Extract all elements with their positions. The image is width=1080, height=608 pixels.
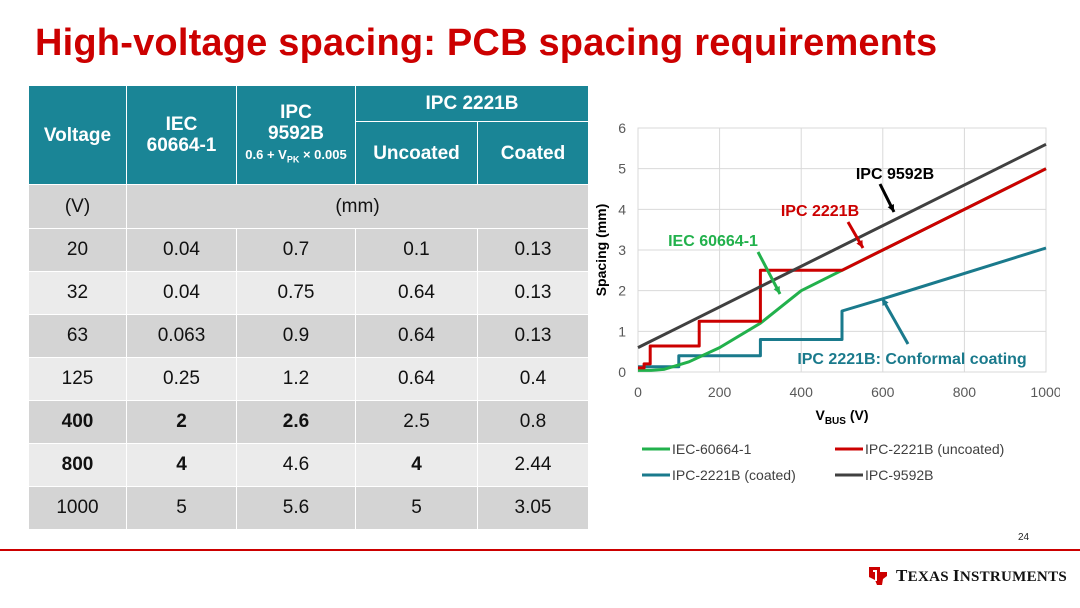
x-tick-label: 600 — [871, 384, 895, 400]
legend-label: IPC-2221B (coated) — [672, 467, 796, 483]
table-cell: 63 — [28, 314, 127, 358]
header-voltage: Voltage — [28, 85, 127, 185]
table-cell: 0.64 — [355, 357, 478, 401]
table-cell: 0.8 — [476, 400, 590, 444]
table-cell: 0.64 — [355, 314, 478, 358]
table-cell: 0.04 — [126, 271, 237, 315]
table-cell: 5.6 — [236, 486, 356, 530]
x-tick-label: 800 — [953, 384, 977, 400]
table-cell: 0.13 — [476, 228, 590, 272]
x-axis-title: VBUS (V) — [815, 407, 868, 427]
table-cell: 0.063 — [126, 314, 237, 358]
series-line-3 — [637, 142, 1047, 349]
table-row: 63 0.063 0.9 0.64 0.13 — [28, 314, 590, 358]
table-cell: 2 — [126, 400, 237, 444]
header-ipc9592: IPC 9592B 0.6 + VPK × 0.005 — [236, 85, 356, 185]
x-tick-label: 0 — [634, 384, 642, 400]
legend-label: IPC-9592B — [865, 467, 933, 483]
y-tick-label: 2 — [618, 283, 626, 299]
unit-mm: (mm) — [125, 184, 590, 229]
spacing-chart: 0 1 2 3 4 5 6 0 200 400 600 800 1000 Spacing (mm) VBUS… — [593, 120, 1060, 483]
table-cell: 32 — [28, 271, 127, 315]
x-tick-label: 400 — [790, 384, 814, 400]
x-tick-label: 1000 — [1030, 384, 1060, 400]
annotation-label: IPC 2221B: Conformal coating — [797, 351, 1026, 368]
ti-logo: TEXAS INSTRUMENTS — [866, 565, 1067, 587]
page-title: High-voltage spacing: PCB spacing requir… — [35, 22, 938, 64]
legend-label: IPC-2221B (uncoated) — [865, 441, 1004, 457]
table-cell: 400 — [28, 400, 127, 444]
annotation-label: IPC 9592B — [856, 166, 934, 183]
table-cell: 1.2 — [236, 357, 356, 401]
table-cell: 5 — [355, 486, 478, 530]
ti-logo-text: TEXAS INSTRUMENTS — [896, 566, 1068, 585]
table-cell: 2.5 — [355, 400, 478, 444]
table-cell: 2.44 — [476, 443, 590, 487]
ti-logo-icon — [869, 567, 887, 585]
y-tick-label: 4 — [618, 201, 626, 217]
header-ipc2221: IPC 2221B — [354, 85, 590, 122]
table-cell: 0.1 — [355, 228, 478, 272]
annotation-arrowhead — [856, 240, 863, 248]
spacing-table: Voltage IEC 60664-1 IPC 9592B 0.6 + VPK … — [28, 85, 590, 530]
table-row: 20 0.04 0.7 0.1 0.13 — [28, 228, 590, 272]
page-number: 24 — [1018, 532, 1030, 543]
annotation-arrow — [756, 251, 782, 295]
table-cell: 800 — [28, 443, 127, 487]
table-cell: 1000 — [28, 486, 127, 530]
annotation-arrowhead — [887, 204, 894, 212]
annotation-arrowhead — [882, 298, 889, 306]
table-cell: 0.13 — [476, 271, 590, 315]
table-cell: 2.6 — [236, 400, 356, 444]
table-cell: 0.9 — [236, 314, 356, 358]
table-cell: 4.6 — [236, 443, 356, 487]
table-cell: 20 — [28, 228, 127, 272]
series-line-1 — [638, 167, 1047, 370]
header-iec-label: IEC 60664-1 — [146, 114, 217, 156]
y-axis-title: Spacing (mm) — [593, 204, 609, 297]
header-uncoated: Uncoated — [355, 121, 478, 185]
table-cell: 0.04 — [126, 228, 237, 272]
y-tick-label: 6 — [618, 120, 626, 136]
series-line-2 — [638, 246, 1047, 369]
table-cell: 4 — [126, 443, 237, 487]
header-ipc9592-formula: 0.6 + VPK × 0.005 — [245, 147, 347, 165]
y-tick-label: 0 — [618, 364, 626, 380]
table-cell: 0.13 — [476, 314, 590, 358]
y-tick-label: 1 — [618, 323, 626, 339]
annotation-arrow — [880, 297, 910, 345]
y-tick-label: 5 — [618, 161, 626, 177]
table-cell: 0.75 — [236, 271, 356, 315]
y-tick-label: 3 — [618, 242, 626, 258]
annotation-arrowhead — [773, 286, 780, 294]
annotation-label: IEC 60664-1 — [668, 233, 758, 250]
header-iec: IEC 60664-1 — [126, 85, 237, 185]
header-coated: Coated — [476, 121, 590, 185]
table-cell: 0.4 — [476, 357, 590, 401]
table-cell: 4 — [355, 443, 478, 487]
table-cell: 125 — [28, 357, 127, 401]
x-tick-label: 200 — [708, 384, 732, 400]
footer-rule — [0, 549, 1080, 551]
table-row: 400 2 2.6 2.5 0.8 — [28, 400, 590, 444]
header-ipc9592-label: IPC 9592B — [268, 102, 324, 145]
table-row: 125 0.25 1.2 0.64 0.4 — [28, 357, 590, 401]
table-cell: 5 — [126, 486, 237, 530]
table-cell: 0.25 — [126, 357, 237, 401]
table-row: 800 4 4.6 4 2.44 — [28, 443, 590, 487]
table-cell: 0.64 — [355, 271, 478, 315]
table-cell: 0.7 — [236, 228, 356, 272]
annotation-label: IPC 2221B — [781, 203, 859, 220]
table-row: 32 0.04 0.75 0.64 0.13 — [28, 271, 590, 315]
table-cell: 3.05 — [476, 486, 590, 530]
table-row: 1000 5 5.6 5 3.05 — [28, 486, 590, 530]
legend-label: IEC-60664-1 — [672, 441, 752, 457]
unit-voltage: (V) — [28, 184, 127, 229]
